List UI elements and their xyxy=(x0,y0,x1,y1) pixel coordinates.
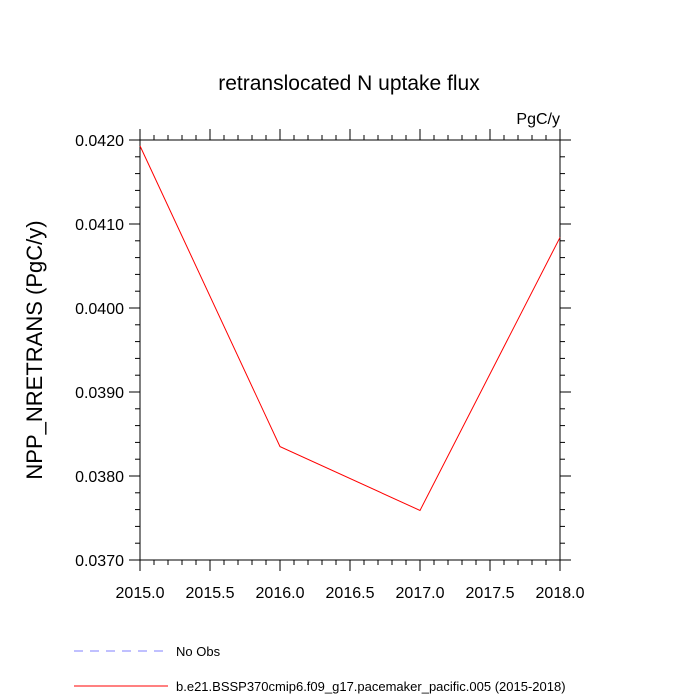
x-tick-label: 2015.5 xyxy=(186,585,235,602)
y-tick-label: 0.0390 xyxy=(75,385,124,402)
y-tick-label: 0.0420 xyxy=(75,133,124,150)
x-tick-label: 2018.0 xyxy=(536,585,585,602)
y-tick-label: 0.0370 xyxy=(75,553,124,570)
chart-title: retranslocated N uptake flux xyxy=(218,72,480,95)
x-tick-label: 2017.5 xyxy=(466,585,515,602)
plot-frame xyxy=(139,139,561,561)
x-tick-label: 2017.0 xyxy=(396,585,445,602)
x-tick-labels: 2015.0 2015.5 2016.0 2016.5 2017.0 2017.5 2018… xyxy=(116,585,585,602)
x-tick-label: 2015.0 xyxy=(116,585,165,602)
y-tick-label: 0.0410 xyxy=(75,217,124,234)
series-group xyxy=(139,145,561,512)
axis-ticks xyxy=(129,129,571,571)
legend-label-no-obs: No Obs xyxy=(176,644,221,659)
x-tick-label: 2016.5 xyxy=(326,585,375,602)
x-tick-label: 2016.0 xyxy=(256,585,305,602)
series-line-0 xyxy=(139,145,561,512)
y-tick-label: 0.0400 xyxy=(75,301,124,318)
units-label: PgC/y xyxy=(516,111,560,128)
y-tick-labels: 0.0370 0.0380 0.0390 0.0400 0.0410 0.0420 xyxy=(75,133,124,570)
legend-label-model: b.e21.BSSP370cmip6.f09_g17.pacemaker_pac… xyxy=(176,679,566,694)
legend: No Obs b.e21.BSSP370cmip6.f09_g17.pacema… xyxy=(74,644,566,694)
y-tick-label: 0.0380 xyxy=(75,469,124,486)
y-axis-label: NPP_NRETRANS (PgC/y) xyxy=(22,220,47,479)
